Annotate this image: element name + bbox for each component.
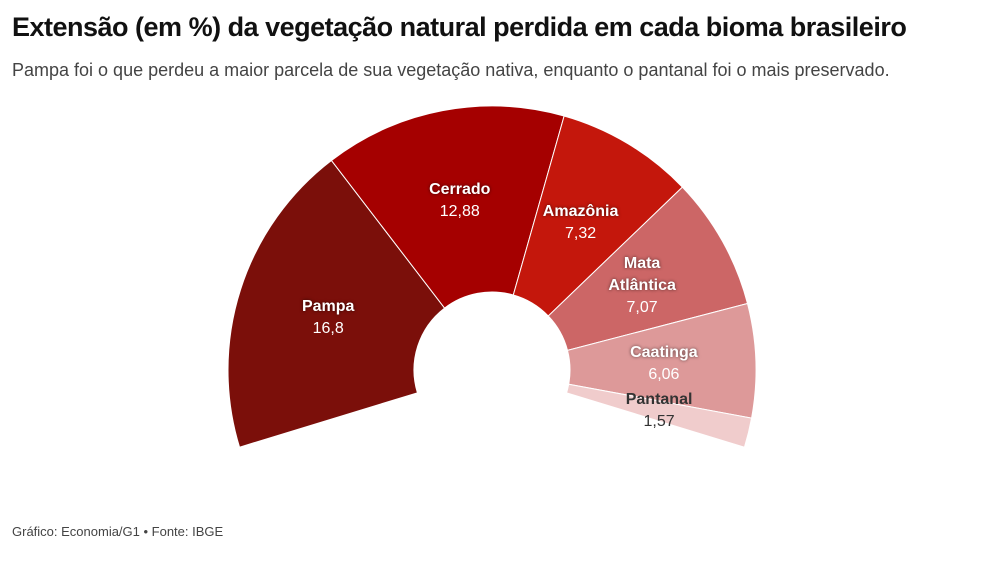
slice [330,105,565,309]
category-label: Amazônia [542,202,619,220]
category-label: Pampa [301,297,355,315]
category-label: Caatinga [630,343,698,361]
slice-label: Cerrado 12,88 [410,179,510,223]
source-note: Gráfico: Economia/G1 • Fonte: IBGE [12,524,224,539]
value-label: 7,07 [626,299,658,317]
chart-title: Extensão (em %) da vegetação natural per… [12,12,907,42]
slice-label: Pantanal 1,57 [609,389,709,433]
slice-label: Mata Atlântica 7,07 [592,253,692,319]
category-label: Cerrado [429,181,491,199]
value-label: 12,88 [439,203,480,221]
chart-subtitle: Pampa foi o que perdeu a maior parcela d… [12,60,890,80]
value-label: 6,06 [648,365,680,383]
value-label: 7,32 [565,224,597,242]
slice [565,383,753,448]
slice-label: Amazônia 7,32 [531,201,631,245]
slice-label: Caatinga 6,06 [614,342,714,386]
slice [227,159,446,448]
slice [512,115,684,317]
category-label: Pantanal [625,390,693,408]
slice-label: Pampa 16,8 [278,296,378,340]
value-label: 1,57 [643,412,675,430]
value-label: 16,8 [312,319,344,337]
category-label: Mata Atlântica [608,255,676,295]
